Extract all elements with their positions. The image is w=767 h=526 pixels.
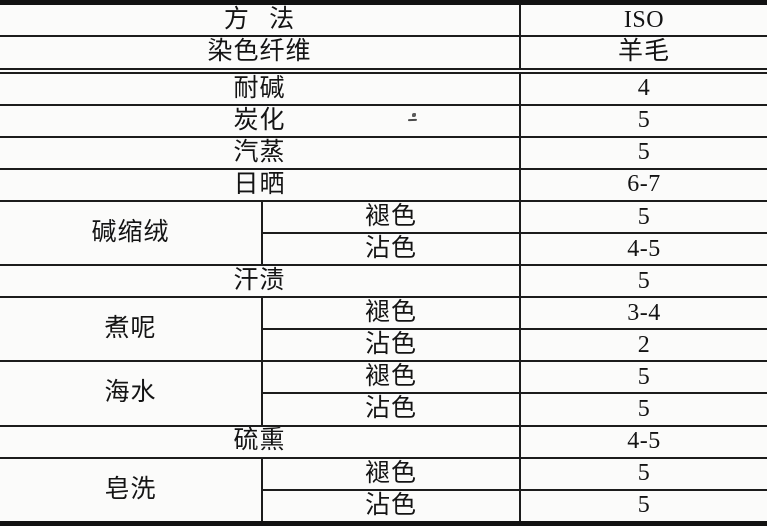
table-row: 汗渍 5 [0, 264, 767, 299]
grade-cell: 5 [519, 264, 767, 299]
table-row: 汽蒸 5 [0, 135, 767, 171]
method-cell: 硫熏 [0, 424, 522, 459]
grade-cell: 5 [519, 360, 767, 395]
grade-cell: 5 [519, 200, 767, 235]
method-cell: 日晒 [0, 168, 522, 203]
method-cell: 汽蒸 [0, 135, 522, 171]
grade-cell: 4 [519, 69, 767, 106]
method-group-cell: 海水 [0, 360, 263, 427]
grade-cell: 5 [519, 392, 767, 427]
subtest-cell: 褪色 [260, 200, 522, 235]
subtest-cell: 褪色 [260, 456, 522, 491]
table-row: 海水 褪色 5 [0, 360, 767, 427]
table-row: 炭化 5 [0, 103, 767, 138]
table-row: 沾色 5 [0, 392, 767, 427]
fiber-value-cell: 羊毛 [519, 35, 767, 74]
grade-cell: 4-5 [519, 424, 767, 459]
table-row: 染色纤维 羊毛 [0, 35, 767, 74]
table-row: 皂洗 褪色 5 [0, 456, 767, 525]
grade-cell: 2 [519, 328, 767, 363]
fiber-header-cell: 染色纤维 [0, 35, 522, 74]
method-group-cell: 皂洗 [0, 456, 263, 525]
grade-cell: 5 [519, 488, 767, 525]
grade-cell: 5 [519, 456, 767, 491]
table-row: 沾色 5 [0, 488, 767, 525]
grade-cell: 4-5 [519, 232, 767, 267]
grade-cell: 6-7 [519, 168, 767, 203]
grade-cell: 3-4 [519, 296, 767, 331]
method-cell: 汗渍 [0, 264, 522, 299]
method-cell: 炭化 [0, 103, 522, 138]
grade-cell: 5 [519, 103, 767, 138]
table-row: 沾色 2 [0, 328, 767, 363]
subtest-cell: 沾色 [260, 488, 522, 525]
scan-artifact-dot [412, 113, 416, 117]
table-row: 耐碱 4 [0, 69, 767, 106]
method-cell: 耐碱 [0, 69, 522, 106]
grade-cell: 5 [519, 135, 767, 171]
table-row: 沾色 4-5 [0, 232, 767, 267]
method-group-cell: 碱缩绒 [0, 200, 263, 267]
subtest-cell: 褪色 [260, 296, 522, 331]
table-row: 煮呢 褪色 3-4 [0, 296, 767, 363]
table-row: 方 法 ISO [0, 1, 767, 38]
method-group-cell: 煮呢 [0, 296, 263, 363]
method-header-cell: 方 法 [0, 1, 522, 38]
subtest-cell: 沾色 [260, 328, 522, 363]
table-row: 碱缩绒 褪色 5 [0, 200, 767, 267]
standard-header-cell: ISO [519, 1, 767, 38]
subtest-cell: 沾色 [260, 232, 522, 267]
subtest-cell: 沾色 [260, 392, 522, 427]
subtest-cell: 褪色 [260, 360, 522, 395]
table-row: 硫熏 4-5 [0, 424, 767, 459]
table-row: 日晒 6-7 [0, 168, 767, 203]
